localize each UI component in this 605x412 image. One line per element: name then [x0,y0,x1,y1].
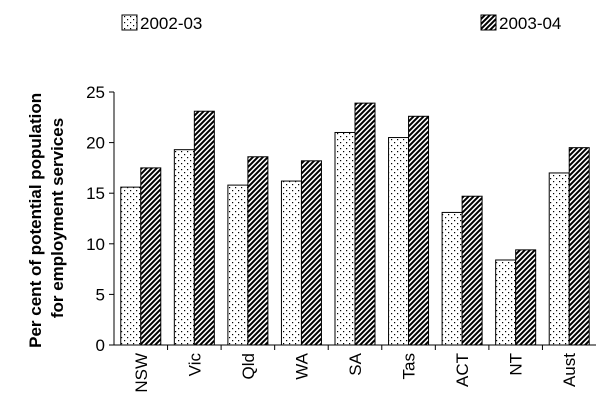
x-axis-labels: NSW Vic Qld WA SA Tas ACT NT Aust [132,345,579,393]
y-axis-title-line-2: for employment services [48,118,67,318]
x-tick-label-nsw: NSW [132,353,151,393]
legend: 2002-03 2003-04 [121,14,561,33]
legend-label-series-2: 2003-04 [499,14,561,33]
y-tick-label-4: 20 [86,134,105,153]
x-tick-label-aust: Aust [560,353,579,387]
legend-label-series-1: 2002-03 [140,14,202,33]
bar-aust-series-2 [568,147,590,346]
y-axis-title-line-1: Per cent of potential population [26,93,45,348]
bar-qld-series-1 [227,184,249,346]
bar-nsw-series-2 [140,167,162,346]
axes [113,92,596,346]
bar-wa-series-1 [280,180,302,346]
x-tick-label-qld: Qld [239,353,258,379]
bar-aust-series-1 [548,172,570,346]
x-tick-label-act: ACT [453,353,472,387]
x-tick-label-wa: WA [292,352,311,379]
bar-nt-series-2 [515,249,537,346]
y-tick-label-5: 25 [86,83,105,102]
bar-nt-series-1 [495,259,517,346]
legend-item-series-2: 2003-04 [480,14,561,33]
y-tick-label-1: 5 [96,285,105,304]
x-tick-label-sa: SA [346,352,365,375]
y-axis-ticks: 0 5 10 15 20 25 [86,83,114,355]
bar-nsw-series-1 [120,186,142,346]
y-axis-title: Per cent of potential population for emp… [26,88,67,348]
legend-swatch-series-2 [480,14,497,31]
x-tick-label-tas: Tas [400,353,419,379]
bar-qld-series-2 [247,156,269,346]
bar-act-series-1 [441,211,463,346]
bar-sa-series-1 [334,131,356,346]
x-tick-label-vic: Vic [185,353,204,377]
y-tick-label-3: 15 [86,184,105,203]
bar-act-series-2 [461,195,483,346]
bar-tas-series-2 [408,115,430,346]
bars [120,102,590,346]
x-tick-label-nt: NT [507,353,526,376]
y-tick-label-0: 0 [96,336,105,355]
bar-vic-series-2 [193,110,215,346]
bar-tas-series-1 [388,137,410,346]
bar-sa-series-2 [354,102,376,346]
y-tick-label-2: 10 [86,235,105,254]
bar-vic-series-1 [173,149,195,346]
legend-item-series-1: 2002-03 [121,14,202,33]
bar-wa-series-2 [300,160,322,346]
legend-swatch-series-1 [121,14,138,31]
